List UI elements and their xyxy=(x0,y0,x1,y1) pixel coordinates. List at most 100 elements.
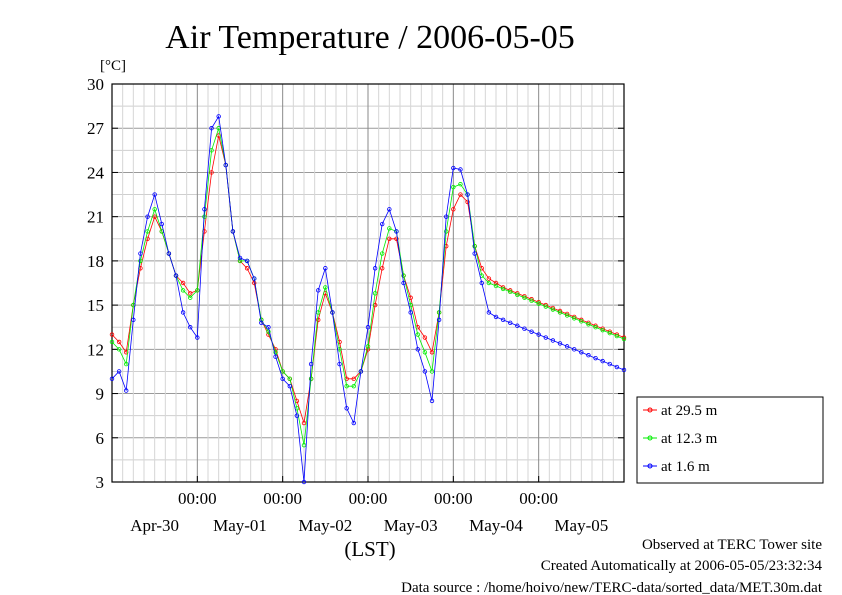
data-point xyxy=(394,236,399,241)
data-point xyxy=(323,285,328,290)
data-point xyxy=(337,339,342,345)
data-point xyxy=(173,273,179,278)
x-axis: 00:00 00:00 00:00 00:00 00:00 Apr-30 May-01 May… xyxy=(130,476,608,535)
y-tick-label: 24 xyxy=(87,163,105,182)
data-point xyxy=(536,301,541,306)
data-point xyxy=(387,226,392,231)
y-axis-unit-label: [°C] xyxy=(100,58,126,74)
data-point xyxy=(415,347,420,352)
data-point xyxy=(344,376,349,382)
data-point xyxy=(472,251,477,256)
data-point xyxy=(365,344,371,349)
data-point xyxy=(543,304,548,309)
data-point xyxy=(365,325,371,330)
data-point xyxy=(159,221,164,227)
y-tick-label: 12 xyxy=(87,340,104,359)
data-point xyxy=(301,442,307,448)
data-point xyxy=(244,258,250,264)
data-point xyxy=(237,255,243,261)
data-point xyxy=(429,398,435,404)
data-point xyxy=(614,333,620,339)
data-point xyxy=(408,310,413,315)
data-point xyxy=(116,369,122,374)
chart-title: Air Temperature / 2006-05-05 xyxy=(165,19,575,56)
data-point xyxy=(621,367,627,373)
x-axis-label: (LST) xyxy=(344,537,395,561)
data-point xyxy=(550,338,556,343)
data-point xyxy=(522,326,527,331)
x-tick-time-label: 00:00 xyxy=(263,489,302,508)
data-point xyxy=(444,229,449,234)
x-tick-date-label: May-05 xyxy=(554,516,608,535)
data-point xyxy=(124,388,129,393)
x-tick-date-label: Apr-30 xyxy=(130,516,179,535)
data-point xyxy=(451,165,456,171)
data-point xyxy=(202,207,207,212)
data-point xyxy=(280,376,285,382)
data-point xyxy=(493,314,499,320)
data-point xyxy=(195,335,200,340)
data-point xyxy=(557,310,563,315)
data-point xyxy=(387,207,392,212)
data-point xyxy=(116,347,122,352)
data-point xyxy=(294,413,300,418)
data-point xyxy=(244,266,250,271)
data-point xyxy=(422,335,428,340)
data-point xyxy=(351,376,356,382)
data-point xyxy=(543,335,548,340)
data-point xyxy=(600,358,605,364)
data-point xyxy=(387,236,392,241)
data-point xyxy=(380,266,385,271)
data-point xyxy=(486,310,492,315)
data-point xyxy=(195,288,200,293)
data-point xyxy=(564,344,570,349)
data-point xyxy=(472,243,477,249)
data-point xyxy=(536,332,541,337)
y-tick-label: 15 xyxy=(87,296,104,315)
data-point xyxy=(180,310,186,315)
data-point xyxy=(280,369,285,374)
footer-site: Observed at TERC Tower site xyxy=(642,537,822,553)
x-tick-date-label: May-04 xyxy=(469,516,523,535)
data-point xyxy=(266,325,271,330)
data-point xyxy=(344,406,349,411)
data-point xyxy=(109,332,115,337)
data-point xyxy=(593,355,598,361)
data-point xyxy=(109,339,115,345)
data-point xyxy=(180,280,186,286)
grid xyxy=(111,83,625,483)
series-line xyxy=(111,115,625,483)
data-point xyxy=(380,221,385,227)
data-point xyxy=(152,207,157,212)
data-point xyxy=(380,251,385,256)
legend: at 29.5 m at 12.3 m at 1.6 m xyxy=(636,396,824,484)
legend-swatch-marker xyxy=(647,435,653,441)
data-point xyxy=(216,114,221,119)
data-point xyxy=(515,292,520,297)
legend-swatch-marker xyxy=(647,407,653,413)
data-point xyxy=(152,214,157,219)
legend-label: at 1.6 m xyxy=(661,459,710,475)
series-line xyxy=(111,128,625,446)
series-group xyxy=(109,114,627,485)
data-point xyxy=(259,320,264,325)
data-point xyxy=(579,350,584,355)
data-point xyxy=(486,276,492,281)
data-point xyxy=(607,361,612,367)
data-point xyxy=(124,361,129,367)
data-point xyxy=(564,313,570,318)
data-point xyxy=(308,361,314,367)
y-tick-label: 9 xyxy=(96,385,105,404)
data-point xyxy=(152,192,157,197)
data-point xyxy=(493,280,499,286)
data-point xyxy=(621,336,627,342)
data-point xyxy=(394,229,399,234)
data-point xyxy=(451,184,456,190)
data-point xyxy=(522,295,527,300)
data-point xyxy=(351,383,356,389)
data-point xyxy=(429,350,435,355)
data-point xyxy=(465,199,470,205)
data-point xyxy=(138,251,143,256)
data-point xyxy=(458,182,463,187)
data-point xyxy=(344,383,349,389)
